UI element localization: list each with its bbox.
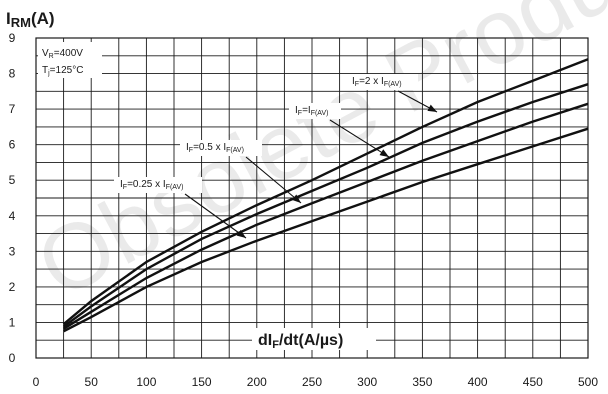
- series-line: [62, 102, 589, 330]
- x-tick-label: 300: [357, 375, 377, 389]
- y-tick-label: 6: [9, 138, 16, 152]
- series-line: [62, 58, 589, 326]
- x-axis-title: dIF/dt(A/µs): [258, 332, 343, 351]
- condition-vr: VR=400V: [42, 48, 83, 60]
- x-axis-title-bg: [252, 328, 376, 350]
- y-axis-title: IRM(A): [6, 9, 55, 30]
- series-label-bg: [114, 177, 202, 193]
- y-tick-label: 2: [9, 280, 16, 294]
- conditions-bg: [38, 42, 102, 78]
- x-tick-label: 450: [523, 375, 543, 389]
- watermark: Obsolete Product(s): [22, 0, 608, 318]
- series-label: IF=IF(AV): [295, 105, 328, 117]
- x-tick-label: 400: [468, 375, 488, 389]
- series-label-arrowhead: [379, 149, 389, 157]
- series-label-bg: [289, 103, 341, 119]
- y-tick-label: 4: [9, 209, 16, 223]
- annotations: IF=2 x IF(AV) IF=IF(AV) IF=0.5 x IF(AV) IF=…: [114, 74, 438, 239]
- x-tick-label: 50: [85, 375, 99, 389]
- plot-frame: [35, 37, 589, 359]
- x-tick-label: 100: [136, 375, 156, 389]
- y-tick-label: 9: [9, 31, 16, 45]
- tick-labels: 0 50 100 150 200 250 300 350 400 450 500 0 1 2 3 4 5 6 7 8 9: [9, 31, 599, 389]
- x-tick-label: 0: [33, 375, 40, 389]
- series-label-arrow: [245, 156, 302, 204]
- y-tick-label: 5: [9, 173, 16, 187]
- y-tick-label: 3: [9, 244, 16, 258]
- curves: [62, 58, 589, 333]
- series-label-arrowhead: [236, 229, 246, 238]
- series-label-arrowhead: [427, 104, 437, 112]
- series-label: IF=0.25 x IF(AV): [120, 179, 183, 191]
- y-tick-label: 8: [9, 67, 16, 81]
- condition-tj: Tj=125°C: [42, 65, 83, 77]
- series-label-arrowhead: [291, 194, 301, 203]
- grid: [35, 37, 589, 359]
- x-tick-label: 500: [578, 375, 598, 389]
- x-tick-label: 350: [412, 375, 432, 389]
- y-tick-label: 1: [9, 315, 16, 329]
- series-line: [62, 83, 589, 328]
- series-label-arrow: [329, 119, 390, 158]
- x-tick-label: 150: [192, 375, 212, 389]
- y-tick-label: 7: [9, 102, 16, 116]
- series-label-arrow: [184, 193, 247, 239]
- series-label: IF=2 x IF(AV): [352, 76, 402, 88]
- series-line: [63, 127, 589, 333]
- series-label-bg: [346, 74, 418, 90]
- series-label-bg: [180, 140, 262, 156]
- x-tick-label: 250: [302, 375, 322, 389]
- y-tick-label: 0: [9, 351, 16, 365]
- x-tick-label: 200: [247, 375, 267, 389]
- series-label: IF=0.5 x IF(AV): [186, 142, 244, 154]
